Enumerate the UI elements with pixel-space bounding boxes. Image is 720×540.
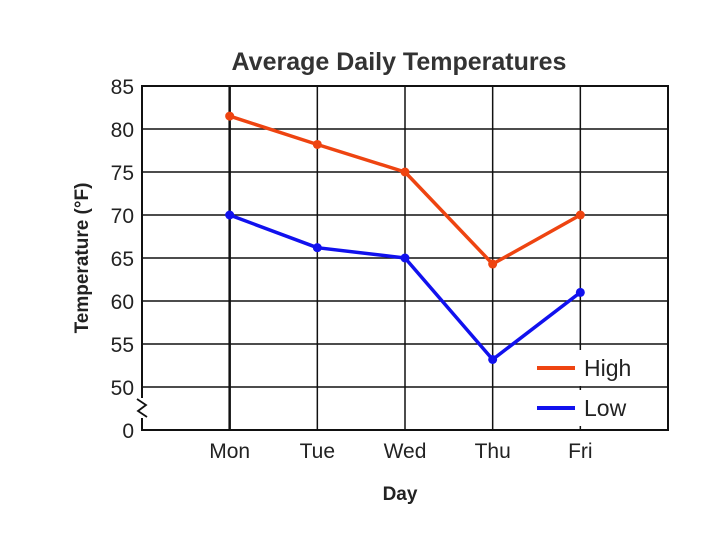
legend-label-low: Low [584, 395, 627, 421]
x-tick-label: Thu [475, 440, 511, 463]
x-tick-label: Tue [300, 440, 335, 463]
plot-frame [141, 85, 669, 431]
y-tick-label: 75 [111, 162, 134, 185]
y-tick-label: 0 [122, 420, 134, 443]
data-point-high [400, 167, 410, 177]
x-tick-label: Fri [568, 440, 593, 463]
data-point-low [225, 210, 235, 220]
data-point-low [312, 243, 322, 253]
data-point-low [400, 253, 410, 263]
data-point-low [488, 354, 498, 364]
legend: High Low [531, 350, 641, 426]
y-tick-label: 55 [111, 334, 134, 357]
plot-area: 85 80 75 70 65 60 55 50 0 Mon Tue Wed Thu Fri [111, 76, 669, 463]
data-point-low [575, 287, 585, 297]
x-tick-label: Mon [209, 440, 250, 463]
x-tick-label: Wed [384, 440, 427, 463]
data-point-high [312, 139, 322, 149]
y-axis-title: Temperature (°F) [72, 183, 93, 334]
y-tick-label: 50 [111, 377, 134, 400]
y-tick-label: 80 [111, 119, 134, 142]
legend-label-high: High [584, 355, 631, 381]
data-point-high [488, 259, 498, 269]
y-tick-label: 60 [111, 291, 134, 314]
y-tick-label: 70 [111, 205, 134, 228]
data-point-high [575, 210, 585, 220]
data-point-high [225, 111, 235, 121]
y-tick-label: 65 [111, 248, 134, 271]
axis-break-icon [136, 398, 148, 418]
y-tick-label: 85 [111, 76, 134, 99]
x-axis-title: Day [383, 484, 418, 505]
chart-title: Average Daily Temperatures [232, 48, 567, 76]
